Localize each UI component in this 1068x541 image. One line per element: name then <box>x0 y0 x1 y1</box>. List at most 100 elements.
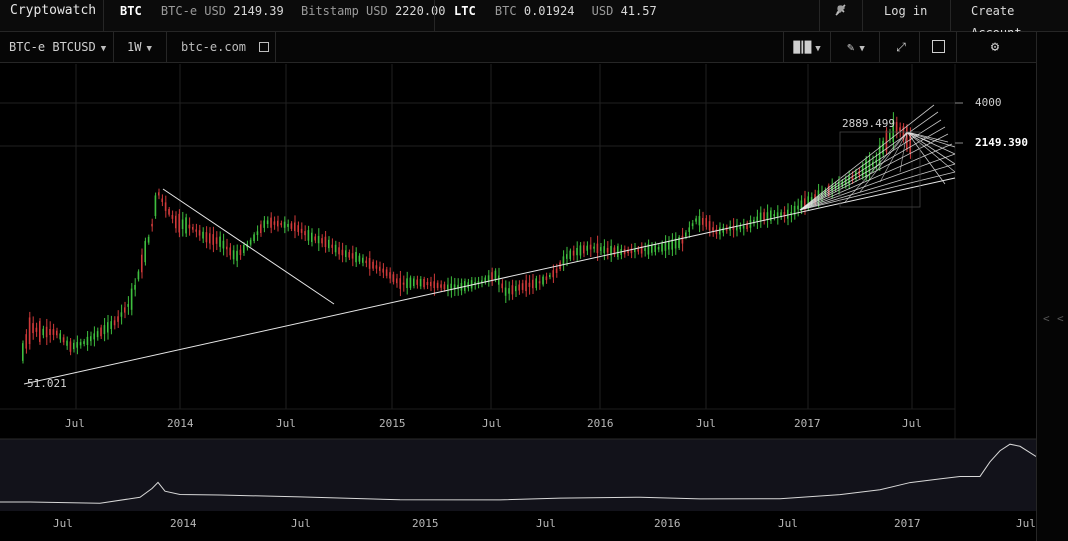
chart-type-button[interactable]: █┃█ ▼ <box>785 32 829 62</box>
fan-line[interactable] <box>899 131 908 173</box>
candle <box>440 284 442 288</box>
fullscreen-button[interactable]: ⤢ <box>879 32 923 62</box>
fan-line[interactable] <box>844 131 908 203</box>
candle <box>372 261 374 269</box>
fan-line[interactable] <box>879 131 908 183</box>
candle <box>368 258 371 269</box>
navigator-time-label: Jul <box>53 517 73 530</box>
ltc-exchange-2: USD <box>591 4 614 18</box>
exchange-link-label: btc-e.com <box>181 40 247 54</box>
login-button[interactable]: Log in <box>884 4 928 18</box>
market-btc-summary[interactable]: BTC BTC-e USD 2149.39 Bitstamp USD 2220.… <box>120 0 446 31</box>
candle <box>855 171 857 180</box>
drawing-tools-button[interactable]: ✎ ▼ <box>834 32 878 62</box>
candle <box>885 130 888 152</box>
candle <box>209 233 211 244</box>
candle <box>831 186 833 191</box>
divider <box>819 0 820 31</box>
time-axis-label: Jul <box>65 417 85 430</box>
candle <box>569 250 571 259</box>
candle <box>76 342 78 348</box>
period-selector-label: 1W <box>127 40 142 54</box>
fan-line[interactable] <box>906 131 956 173</box>
side-panel-toggle-rail[interactable]: < < <box>1036 32 1068 541</box>
candle <box>39 321 41 342</box>
chevron-down-icon: ▼ <box>146 44 152 54</box>
candle <box>93 333 95 340</box>
divider <box>919 32 920 62</box>
price-chart[interactable] <box>0 32 1036 541</box>
fan-line[interactable] <box>799 133 949 211</box>
candle <box>617 246 619 258</box>
time-axis-label: 2016 <box>587 417 614 430</box>
candle <box>763 212 765 221</box>
fan-line[interactable] <box>906 131 931 143</box>
navigator-series <box>0 443 1036 504</box>
fan-line[interactable] <box>799 171 956 211</box>
candle <box>168 208 170 215</box>
fan-line[interactable] <box>799 163 956 211</box>
candle <box>32 323 34 334</box>
notifications-button[interactable] <box>820 0 862 31</box>
candle <box>678 237 680 248</box>
candle <box>317 235 320 244</box>
candle <box>134 284 136 290</box>
settings-button[interactable]: ⚙ <box>973 32 1017 62</box>
market-ltc-summary[interactable]: LTC BTC 0.01924 USD 41.57 <box>454 0 657 31</box>
candle <box>579 245 582 256</box>
price-axis-label: 4000 <box>975 96 1002 109</box>
fan-line[interactable] <box>906 131 949 143</box>
chevron-left-icon[interactable]: < <box>1043 312 1050 325</box>
create-account-button[interactable]: Create Account <box>971 4 1022 40</box>
external-link-icon <box>259 42 270 52</box>
candle <box>787 209 789 219</box>
fan-line[interactable] <box>906 131 956 165</box>
candle <box>783 212 786 217</box>
time-axis-label: Jul <box>482 417 502 430</box>
candle <box>793 205 796 216</box>
btc-price-2: 2220.00 <box>394 4 446 18</box>
candle <box>844 178 847 186</box>
candle <box>351 253 354 259</box>
period-selector[interactable]: 1W ▼ <box>127 32 152 62</box>
navigator-panel[interactable] <box>0 439 1036 511</box>
fan-line[interactable] <box>799 143 953 211</box>
navigator-time-label: Jul <box>1016 517 1036 530</box>
candle <box>287 223 289 227</box>
candle <box>525 280 527 292</box>
chevron-right-icon[interactable]: < <box>1057 312 1064 325</box>
fan-line[interactable] <box>799 111 939 211</box>
candle <box>470 280 473 289</box>
fan-line[interactable] <box>906 131 956 148</box>
fan-line[interactable] <box>799 153 956 211</box>
navigator-time-label: Jul <box>536 517 556 530</box>
candle <box>685 232 687 237</box>
candle <box>518 284 520 291</box>
candle <box>807 196 809 206</box>
candle <box>504 287 507 296</box>
candle <box>861 164 864 177</box>
candle <box>362 257 364 263</box>
divider <box>166 32 167 62</box>
indicators-button[interactable] <box>916 32 960 62</box>
trend-line[interactable] <box>162 188 335 305</box>
divider <box>950 0 951 31</box>
candle <box>899 127 901 133</box>
market-selector[interactable]: BTC-e BTCUSD ▼ <box>9 32 106 62</box>
candle <box>535 278 537 288</box>
fan-line[interactable] <box>859 131 908 193</box>
exchange-link[interactable]: btc-e.com <box>181 32 270 62</box>
candle <box>416 279 418 285</box>
divider <box>103 0 104 31</box>
candle <box>610 245 612 256</box>
fan-line[interactable] <box>906 131 946 185</box>
fan-line[interactable] <box>799 104 935 211</box>
candle <box>657 246 660 250</box>
candle <box>532 279 534 289</box>
candle <box>419 278 422 287</box>
selection-box[interactable] <box>839 131 921 208</box>
trend-line[interactable] <box>23 177 956 385</box>
brand-logo[interactable]: Cryptowatch <box>10 3 97 18</box>
navigator-time-label: 2017 <box>894 517 921 530</box>
time-axis-label: 2017 <box>794 417 821 430</box>
